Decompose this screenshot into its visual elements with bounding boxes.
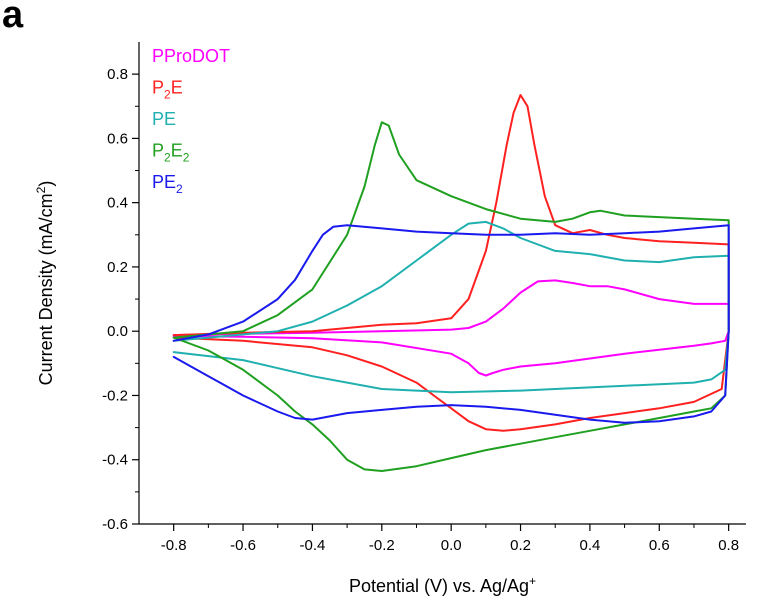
y-tick-label: 0.0 (107, 323, 128, 340)
legend-entry-pe2: PE2 (152, 172, 183, 196)
legend-entry-p2e2: P2E2 (152, 141, 190, 165)
x-tick-label: 0.2 (510, 537, 531, 554)
panel-label: a (2, 0, 24, 36)
x-tick-label: 0.0 (441, 537, 462, 554)
x-tick-label: 0.8 (718, 537, 739, 554)
series-line-pe2 (172, 224, 730, 424)
x-tick-label: -0.4 (299, 537, 325, 554)
series-line-pe (172, 220, 730, 394)
y-tick-label: 0.4 (107, 195, 128, 212)
x-tick-label: 0.4 (579, 537, 600, 554)
legend-entry-pe: PE (152, 109, 176, 129)
legend-entry-p2e: P2E (152, 78, 183, 102)
y-tick-label: 0.2 (107, 259, 128, 276)
axes: -0.8 -0.6 -0.4 -0.2 0.0 0.2 0.4 0.6 0.8 -0.6 -0.4 -… (102, 42, 746, 554)
legend-entry-pprodot: PProDOT (152, 46, 230, 66)
x-tick-label: -0.2 (369, 537, 395, 554)
x-axis-title: Potential (V) vs. Ag/Ag+ (349, 574, 536, 596)
x-tick-label: -0.6 (230, 537, 256, 554)
y-tick-label: -0.4 (102, 452, 128, 469)
series-line-pprodot (172, 279, 730, 377)
x-tick-label: 0.6 (649, 537, 670, 554)
y-tick-label: 0.6 (107, 130, 128, 147)
x-tick-label: -0.8 (161, 537, 187, 554)
y-axis-title: Current Density (mA/cm2) (34, 181, 56, 386)
series-line-p2e (172, 94, 730, 432)
y-tick-label: 0.8 (107, 66, 128, 83)
series-line-p2e2 (172, 121, 730, 472)
y-tick-label: -0.2 (102, 387, 128, 404)
series-lines (172, 94, 730, 472)
y-tick-label: -0.6 (102, 516, 128, 533)
legend: PProDOT P2E PE P2E2 PE2 (152, 46, 230, 196)
